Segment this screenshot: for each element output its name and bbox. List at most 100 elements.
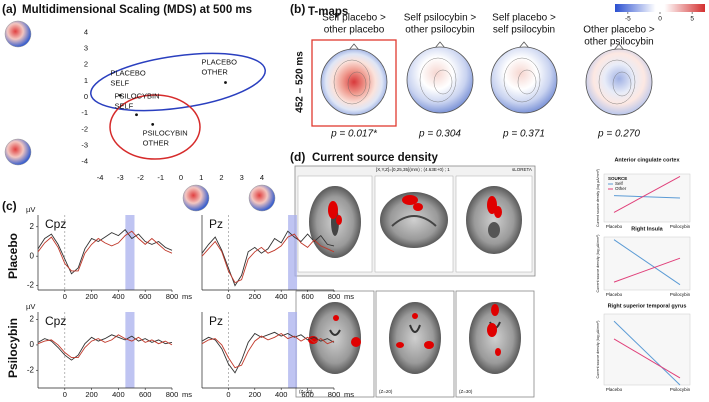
- head-nose: [348, 43, 360, 51]
- y-tick-label: 2: [30, 315, 35, 324]
- erp-line: [201, 332, 335, 369]
- y-tick-label: 0: [30, 251, 35, 260]
- tmap-title: Other placebo >: [583, 25, 655, 36]
- x-tick-label: 0: [63, 292, 67, 301]
- electrode-label: Pz: [209, 314, 223, 328]
- electrode-label: Pz: [209, 217, 223, 231]
- tmap-head: [490, 46, 558, 114]
- y-axis-label: µV: [26, 302, 35, 311]
- colorbar-label: 5: [690, 16, 694, 23]
- contour: [598, 59, 636, 105]
- y-tick-label: 4: [84, 27, 88, 36]
- mds-heads: [4, 20, 276, 212]
- erp-line: [37, 334, 173, 361]
- x-tick-label: 400: [112, 390, 125, 399]
- slice-label: (Z=10): [299, 389, 313, 394]
- x-tick-label: 200: [85, 390, 98, 399]
- x-tick-label: 200: [85, 292, 98, 301]
- highlight-band: [125, 312, 135, 388]
- row-label: Placebo: [6, 233, 20, 279]
- x-tick-label: 1: [199, 173, 203, 182]
- x-tick-label: 200: [249, 292, 262, 301]
- x-tick-label: 400: [112, 292, 125, 301]
- contour: [503, 57, 541, 103]
- x-tick-label: 600: [301, 390, 314, 399]
- contour: [333, 59, 371, 105]
- tmap-title: Self placebo >: [492, 13, 556, 24]
- tmap-title: Self placebo >: [322, 13, 386, 24]
- x-tick-label: 2: [219, 173, 223, 182]
- x-axis-label: ms: [344, 390, 354, 399]
- x-tick-label: Psilocybin: [670, 292, 691, 297]
- x-tick-label: 600: [139, 390, 152, 399]
- significant-box: [311, 39, 397, 127]
- colorbar-label: -5: [625, 16, 631, 23]
- p-value: p = 0.017*: [330, 129, 378, 140]
- legend-title: SOURCE: [608, 176, 627, 181]
- x-tick-label: 200: [249, 390, 262, 399]
- mds-point: [118, 93, 122, 97]
- y-tick-label: -2: [27, 365, 35, 374]
- brain-slices: [294, 165, 536, 398]
- x-tick-label: Placebo: [606, 292, 623, 297]
- tmap-title: self psilocybin: [493, 25, 555, 36]
- roi-title: Anterior cingulate cortex: [614, 157, 680, 163]
- x-tick-label: -3: [117, 173, 124, 182]
- y-tick-label: 3: [84, 44, 88, 53]
- x-tick-label: Psilocybin: [670, 387, 691, 392]
- tmap-head: [406, 46, 474, 114]
- y-tick-label: 0: [30, 340, 35, 349]
- panel-label: (d): [290, 150, 305, 164]
- highlight-band: [125, 215, 135, 290]
- method-label: sLORETA: [512, 167, 532, 172]
- contour: [433, 69, 453, 95]
- placebo-cluster: [90, 52, 266, 112]
- x-tick-label: 0: [226, 292, 230, 301]
- x-tick-label: Placebo: [606, 224, 623, 229]
- x-tick-label: 800: [328, 390, 341, 399]
- csd-title: Current source density: [312, 152, 438, 164]
- head-nose: [613, 43, 625, 51]
- slice-label: (Z=30): [459, 389, 473, 394]
- y-tick-label: -3: [81, 140, 88, 149]
- head-nose: [518, 41, 530, 49]
- psilocybin-cluster: [109, 94, 201, 160]
- roi-line: [613, 175, 681, 213]
- x-tick-label: 800: [328, 292, 341, 301]
- erp-line: [201, 331, 335, 374]
- contour: [517, 69, 537, 95]
- y-axis-label: µV: [26, 205, 35, 214]
- tmap-title: Self psilocybin >: [404, 13, 477, 24]
- y-tick-label: 2: [84, 60, 88, 69]
- tmap-head: [320, 48, 388, 116]
- point-label: OTHER: [143, 138, 170, 147]
- y-tick-label: -1: [81, 108, 88, 117]
- x-axis-label: ms: [182, 390, 192, 399]
- p-value: p = 0.270: [597, 129, 640, 140]
- y-tick-label: 2: [30, 222, 35, 231]
- tmap-title: other placebo: [324, 25, 385, 36]
- electrode-label: Cpz: [45, 314, 66, 328]
- point-label: PSILOCYBIN: [143, 128, 188, 137]
- panel-label: (b): [290, 2, 305, 16]
- point-label: SELF: [115, 102, 134, 111]
- y-tick-label: 0: [84, 92, 88, 101]
- highlight-band: [288, 312, 298, 388]
- erp-line: [37, 334, 173, 359]
- roi-title: Right Insula: [631, 226, 663, 232]
- contour: [612, 71, 632, 97]
- roi-line: [613, 239, 681, 286]
- x-axis-label: ms: [344, 292, 354, 301]
- x-tick-label: 800: [166, 390, 179, 399]
- legend-label: Other: [615, 186, 627, 191]
- contour: [347, 71, 367, 97]
- plot-area: [603, 236, 691, 291]
- tmaps-title: T-maps: [308, 6, 348, 18]
- plot-area: [603, 313, 691, 386]
- y-axis-label: Current source density (log µA/mm²): [596, 235, 600, 293]
- tmap-title: other psilocybin: [405, 25, 474, 36]
- y-tick-label: -4: [81, 157, 88, 166]
- x-tick-label: -2: [137, 173, 144, 182]
- head-nose: [434, 41, 446, 49]
- erp-line: [37, 230, 173, 272]
